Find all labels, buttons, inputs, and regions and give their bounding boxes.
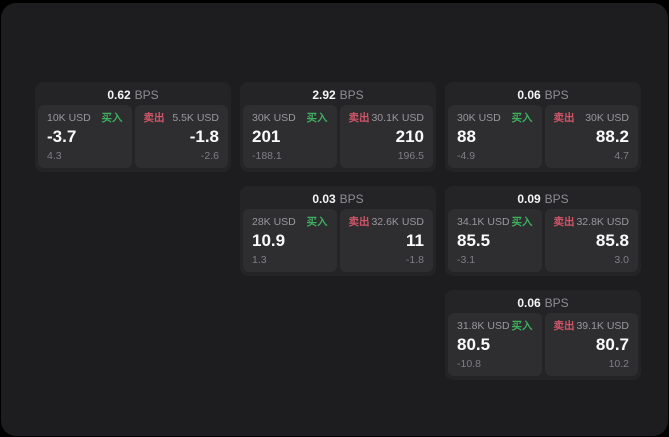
- buy-sub-value: 1.3: [252, 254, 267, 266]
- quote-card: 0.09 BPS 34.1K USD 买入 85.5 -3.1 卖出 32.8K…: [445, 186, 641, 276]
- buy-amount: 34.1K USD: [457, 216, 510, 228]
- buy-side-label: 买入: [511, 320, 533, 332]
- bps-value: 0.62: [107, 88, 131, 102]
- buy-side-label: 买入: [511, 112, 533, 124]
- bps-header: 0.62 BPS: [38, 85, 228, 105]
- bps-header: 0.09 BPS: [448, 189, 638, 209]
- sell-sub-value: 196.5: [397, 150, 424, 162]
- quote-card: 0.03 BPS 28K USD 买入 10.9 1.3 卖出 32.6K US…: [240, 186, 436, 276]
- sell-side-label: 卖出: [348, 112, 370, 124]
- bps-unit-label: BPS: [134, 88, 159, 102]
- sell-amount: 30K USD: [585, 112, 629, 124]
- sell-side-label: 卖出: [553, 320, 575, 332]
- buy-amount: 31.8K USD: [457, 320, 510, 332]
- buy-sub-value: -4.9: [457, 150, 476, 162]
- buy-price: 201: [252, 127, 281, 146]
- sell-amount: 30.1K USD: [371, 112, 424, 124]
- bps-value: 0.03: [312, 192, 336, 206]
- bps-unit-label: BPS: [544, 88, 569, 102]
- buy-side-label: 买入: [306, 216, 328, 228]
- bps-value: 0.06: [517, 88, 541, 102]
- bps-header: 0.06 BPS: [448, 293, 638, 313]
- sell-sub-value: -1.8: [405, 254, 424, 266]
- sell-amount: 5.5K USD: [172, 112, 219, 124]
- buy-sub-value: 4.3: [47, 150, 62, 162]
- bps-unit-label: BPS: [544, 296, 569, 310]
- bps-value: 0.06: [517, 296, 541, 310]
- buy-quote-tile[interactable]: 30K USD 买入 201 -188.1: [243, 105, 337, 168]
- sell-sub-value: -2.6: [200, 150, 219, 162]
- buy-quote-tile[interactable]: 30K USD 买入 88 -4.9: [448, 105, 542, 168]
- buy-sub-value: -188.1: [252, 150, 282, 162]
- sell-quote-tile[interactable]: 卖出 30.1K USD 210 196.5: [339, 105, 433, 168]
- buy-price: 88: [457, 127, 476, 146]
- buy-quote-tile[interactable]: 31.8K USD 买入 80.5 -10.8: [448, 313, 542, 376]
- buy-quote-tile[interactable]: 34.1K USD 买入 85.5 -3.1: [448, 209, 542, 272]
- sell-quote-tile[interactable]: 卖出 32.8K USD 85.8 3.0: [544, 209, 638, 272]
- buy-sub-value: -3.1: [457, 254, 476, 266]
- buy-side-label: 买入: [306, 112, 328, 124]
- sell-price: -1.8: [189, 127, 219, 146]
- buy-quote-tile[interactable]: 10K USD 买入 -3.7 4.3: [38, 105, 132, 168]
- bps-header: 0.06 BPS: [448, 85, 638, 105]
- sell-quote-tile[interactable]: 卖出 32.6K USD 11 -1.8: [339, 209, 433, 272]
- sell-price: 210: [395, 127, 424, 146]
- sell-price: 11: [406, 231, 424, 250]
- buy-amount: 30K USD: [457, 112, 501, 124]
- buy-side-label: 买入: [101, 112, 123, 124]
- buy-price: -3.7: [47, 127, 77, 146]
- sell-sub-value: 10.2: [608, 358, 629, 370]
- bps-unit-label: BPS: [339, 192, 364, 206]
- bps-header: 2.92 BPS: [243, 85, 433, 105]
- buy-side-label: 买入: [511, 216, 533, 228]
- sell-quote-tile[interactable]: 卖出 30K USD 88.2 4.7: [544, 105, 638, 168]
- quote-card: 0.06 BPS 31.8K USD 买入 80.5 -10.8 卖出 39.1…: [445, 290, 641, 380]
- bps-value: 0.09: [517, 192, 541, 206]
- quote-card: 0.62 BPS 10K USD 买入 -3.7 4.3 卖出 5.5K USD…: [35, 82, 231, 172]
- buy-price: 85.5: [457, 231, 491, 250]
- sell-amount: 39.1K USD: [576, 320, 629, 332]
- buy-amount: 28K USD: [252, 216, 296, 228]
- buy-amount: 10K USD: [47, 112, 91, 124]
- sell-price: 85.8: [595, 231, 629, 250]
- buy-price: 10.9: [252, 231, 286, 250]
- sell-sub-value: 3.0: [614, 254, 629, 266]
- quotes-panel: 0.62 BPS 10K USD 买入 -3.7 4.3 卖出 5.5K USD…: [1, 3, 668, 436]
- bps-value: 2.92: [312, 88, 336, 102]
- sell-price: 88.2: [595, 127, 629, 146]
- buy-price: 80.5: [457, 335, 491, 354]
- buy-quote-tile[interactable]: 28K USD 买入 10.9 1.3: [243, 209, 337, 272]
- bps-unit-label: BPS: [544, 192, 569, 206]
- bps-header: 0.03 BPS: [243, 189, 433, 209]
- sell-sub-value: 4.7: [614, 150, 629, 162]
- sell-amount: 32.8K USD: [576, 216, 629, 228]
- sell-quote-tile[interactable]: 卖出 39.1K USD 80.7 10.2: [544, 313, 638, 376]
- sell-side-label: 卖出: [348, 216, 370, 228]
- sell-side-label: 卖出: [553, 216, 575, 228]
- quote-card: 0.06 BPS 30K USD 买入 88 -4.9 卖出 30K USD 8…: [445, 82, 641, 172]
- sell-side-label: 卖出: [553, 112, 575, 124]
- buy-amount: 30K USD: [252, 112, 296, 124]
- sell-quote-tile[interactable]: 卖出 5.5K USD -1.8 -2.6: [134, 105, 228, 168]
- quote-card: 2.92 BPS 30K USD 买入 201 -188.1 卖出 30.1K …: [240, 82, 436, 172]
- sell-amount: 32.6K USD: [371, 216, 424, 228]
- buy-sub-value: -10.8: [457, 358, 481, 370]
- sell-price: 80.7: [595, 335, 629, 354]
- bps-unit-label: BPS: [339, 88, 364, 102]
- sell-side-label: 卖出: [143, 112, 165, 124]
